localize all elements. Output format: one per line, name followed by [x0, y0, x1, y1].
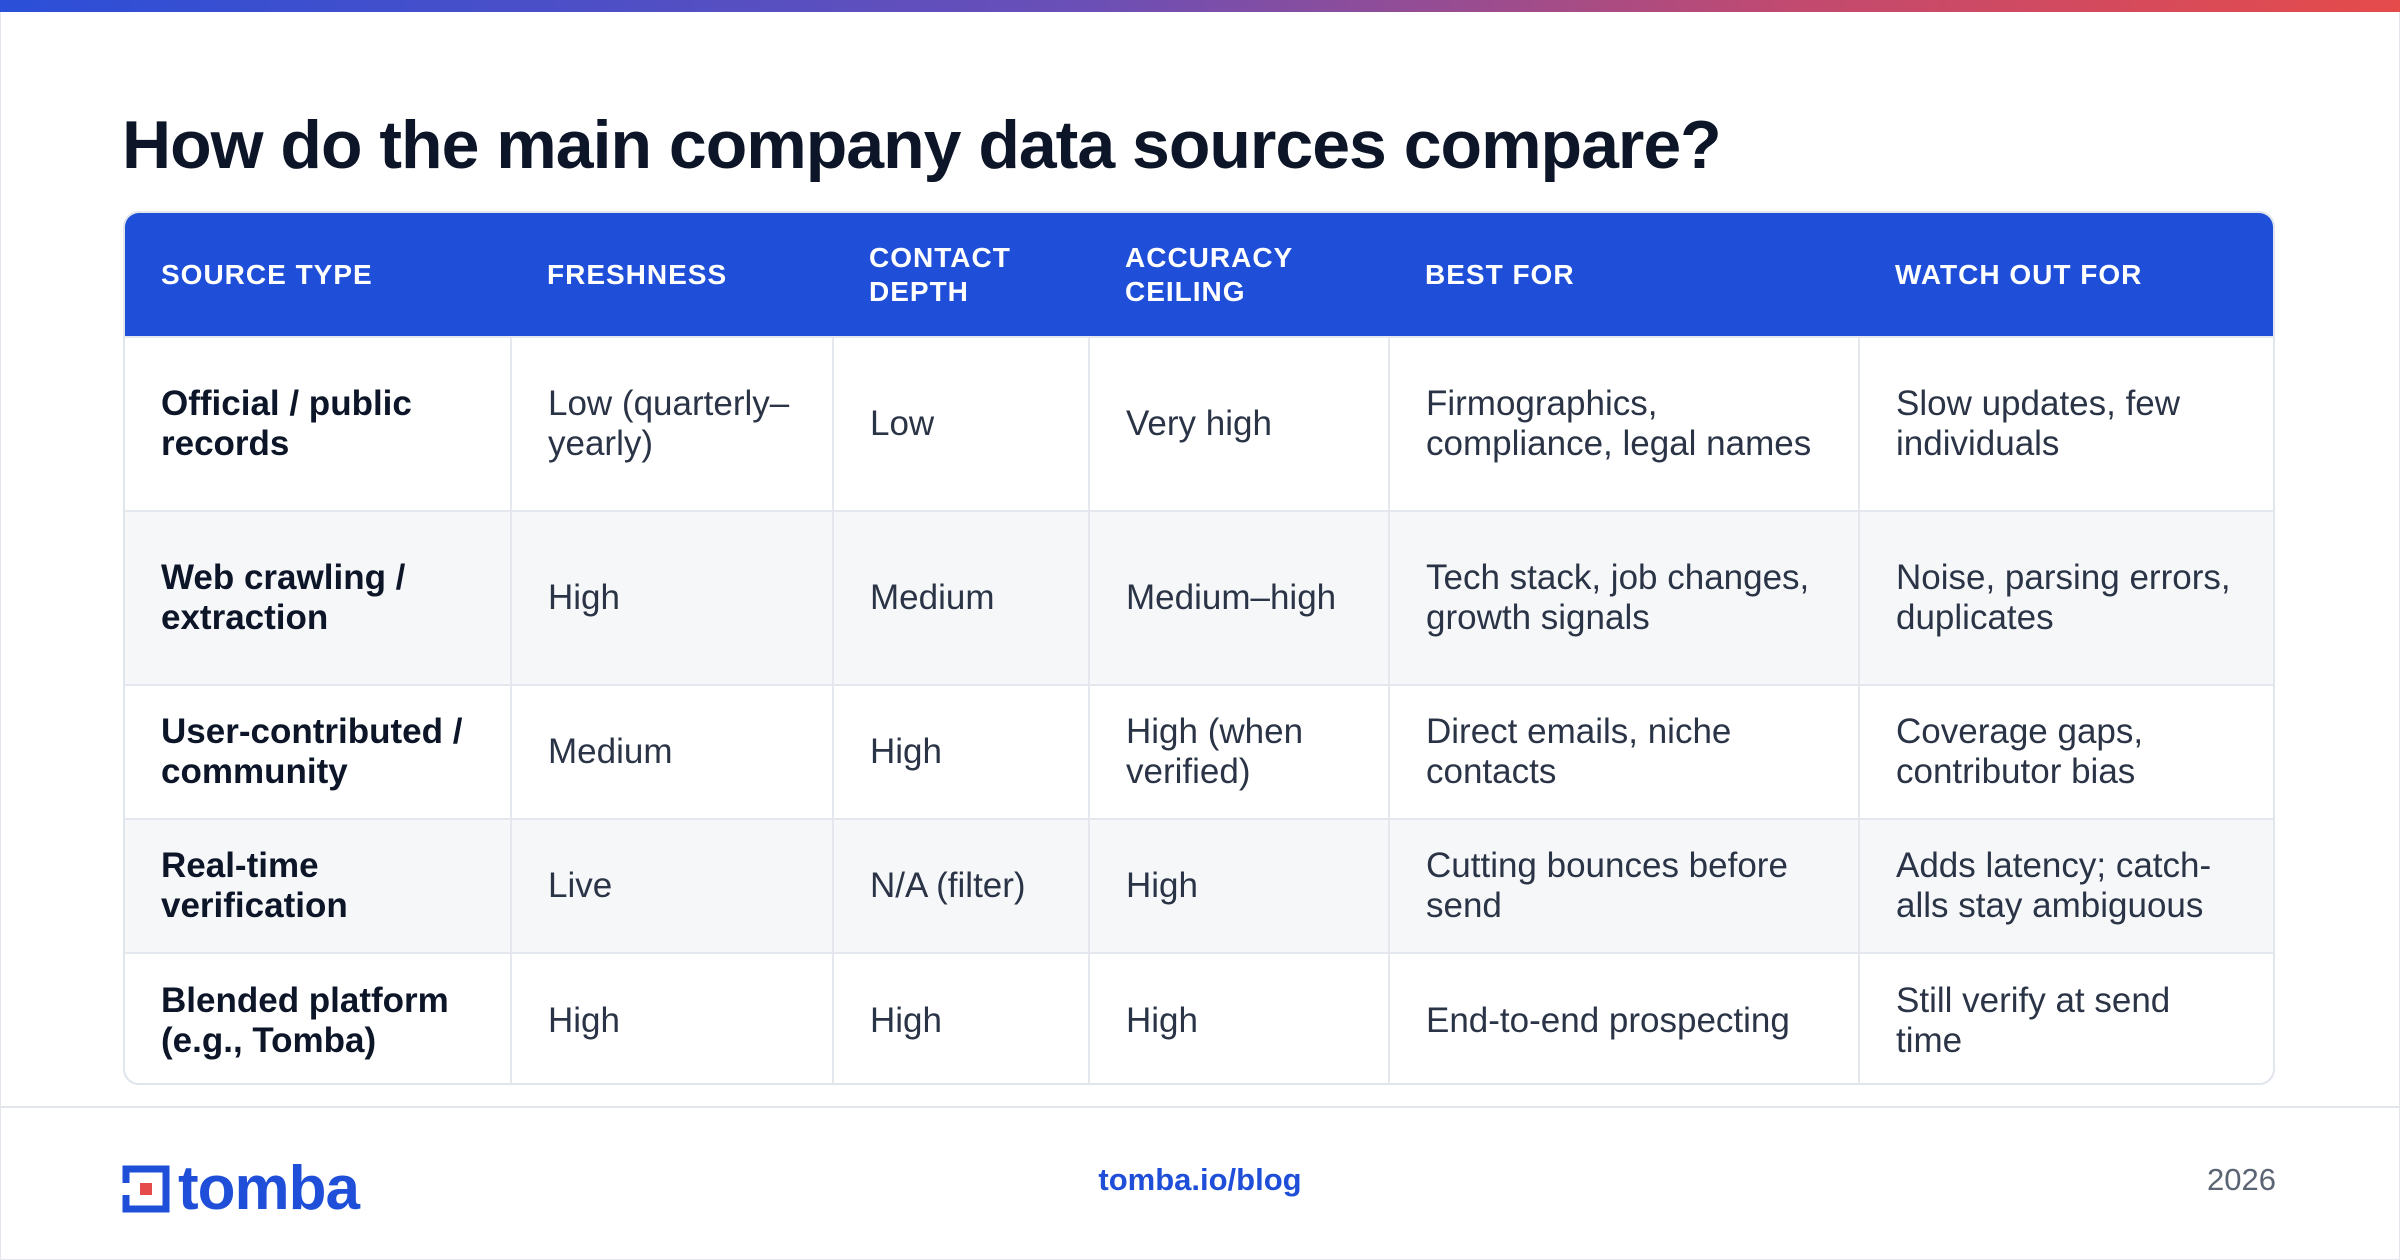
cell-freshness: Live — [510, 818, 833, 953]
cell-contact-depth: Low — [832, 336, 1089, 511]
cell-contact-depth: N/A (filter) — [832, 818, 1089, 953]
cell-contact-depth: Medium — [832, 510, 1089, 685]
cell-source-type: Web crawling / extraction — [125, 510, 511, 685]
cell-accuracy-ceiling: Medium–high — [1088, 510, 1389, 685]
cell-source-type: Blended platform (e.g., Tomba) — [125, 952, 511, 1083]
logo-wordmark: tomba — [178, 1154, 360, 1223]
cell-best-for: Cutting bounces before send — [1388, 818, 1859, 953]
cell-watch-out-for: Coverage gaps, contributor bias — [1858, 684, 2273, 819]
header-accuracy-ceiling: ACCURACY CEILING — [1125, 241, 1293, 307]
page-title: How do the main company data sources com… — [122, 107, 1722, 183]
cell-freshness: Medium — [510, 684, 833, 819]
cell-source-type: Real-time verification — [125, 818, 511, 953]
comparison-table: SOURCE TYPE FRESHNESS CONTACT DEPTH ACCU… — [125, 213, 2273, 1083]
cell-source-type: User-contributed / community — [125, 684, 511, 819]
cell-best-for: End-to-end prospecting — [1388, 952, 1859, 1083]
cell-accuracy-ceiling: High (when verified) — [1088, 684, 1389, 819]
cell-watch-out-for: Noise, parsing errors, duplicates — [1858, 510, 2273, 685]
cell-accuracy-ceiling: Very high — [1088, 336, 1389, 511]
table-row: Blended platform (e.g., Tomba) High High… — [125, 952, 2273, 1083]
table-row: Web crawling / extraction High Medium Me… — [125, 510, 2273, 685]
cell-freshness: Low (quarterly–yearly) — [510, 336, 833, 511]
cell-freshness: High — [510, 510, 833, 685]
gradient-top-bar — [0, 0, 2400, 12]
header-freshness: FRESHNESS — [547, 258, 728, 290]
comparison-table-container: SOURCE TYPE FRESHNESS CONTACT DEPTH ACCU… — [123, 211, 2275, 1085]
cell-best-for: Tech stack, job changes, growth signals — [1388, 510, 1859, 685]
cell-source-type: Official / public records — [125, 336, 511, 511]
table-header-row: SOURCE TYPE FRESHNESS CONTACT DEPTH ACCU… — [125, 213, 2273, 337]
header-contact-depth: CONTACT DEPTH — [869, 241, 1011, 307]
cell-accuracy-ceiling: High — [1088, 952, 1389, 1083]
cell-contact-depth: High — [832, 684, 1089, 819]
footer-divider — [0, 1106, 2400, 1108]
cell-freshness: High — [510, 952, 833, 1083]
cell-best-for: Direct emails, niche contacts — [1388, 684, 1859, 819]
blog-link[interactable]: tomba.io/blog — [1098, 1162, 1302, 1197]
table-row: Official / public records Low (quarterly… — [125, 336, 2273, 511]
cell-accuracy-ceiling: High — [1088, 818, 1389, 953]
table-row: User-contributed / community Medium High… — [125, 684, 2273, 819]
footer-year: 2026 — [2207, 1162, 2276, 1197]
tomba-logo-icon — [122, 1165, 170, 1213]
cell-contact-depth: High — [832, 952, 1089, 1083]
header-watch-out-for: WATCH OUT FOR — [1895, 258, 2143, 290]
header-best-for: BEST FOR — [1425, 258, 1575, 290]
header-source-type: SOURCE TYPE — [161, 258, 373, 290]
table-row: Real-time verification Live N/A (filter)… — [125, 818, 2273, 953]
cell-watch-out-for: Still verify at send time — [1858, 952, 2273, 1083]
cell-best-for: Firmographics, compliance, legal names — [1388, 336, 1859, 511]
cell-watch-out-for: Slow updates, few individuals — [1858, 336, 2273, 511]
cell-watch-out-for: Adds latency; catch-alls stay ambiguous — [1858, 818, 2273, 953]
tomba-logo[interactable]: tomba — [122, 1154, 360, 1223]
